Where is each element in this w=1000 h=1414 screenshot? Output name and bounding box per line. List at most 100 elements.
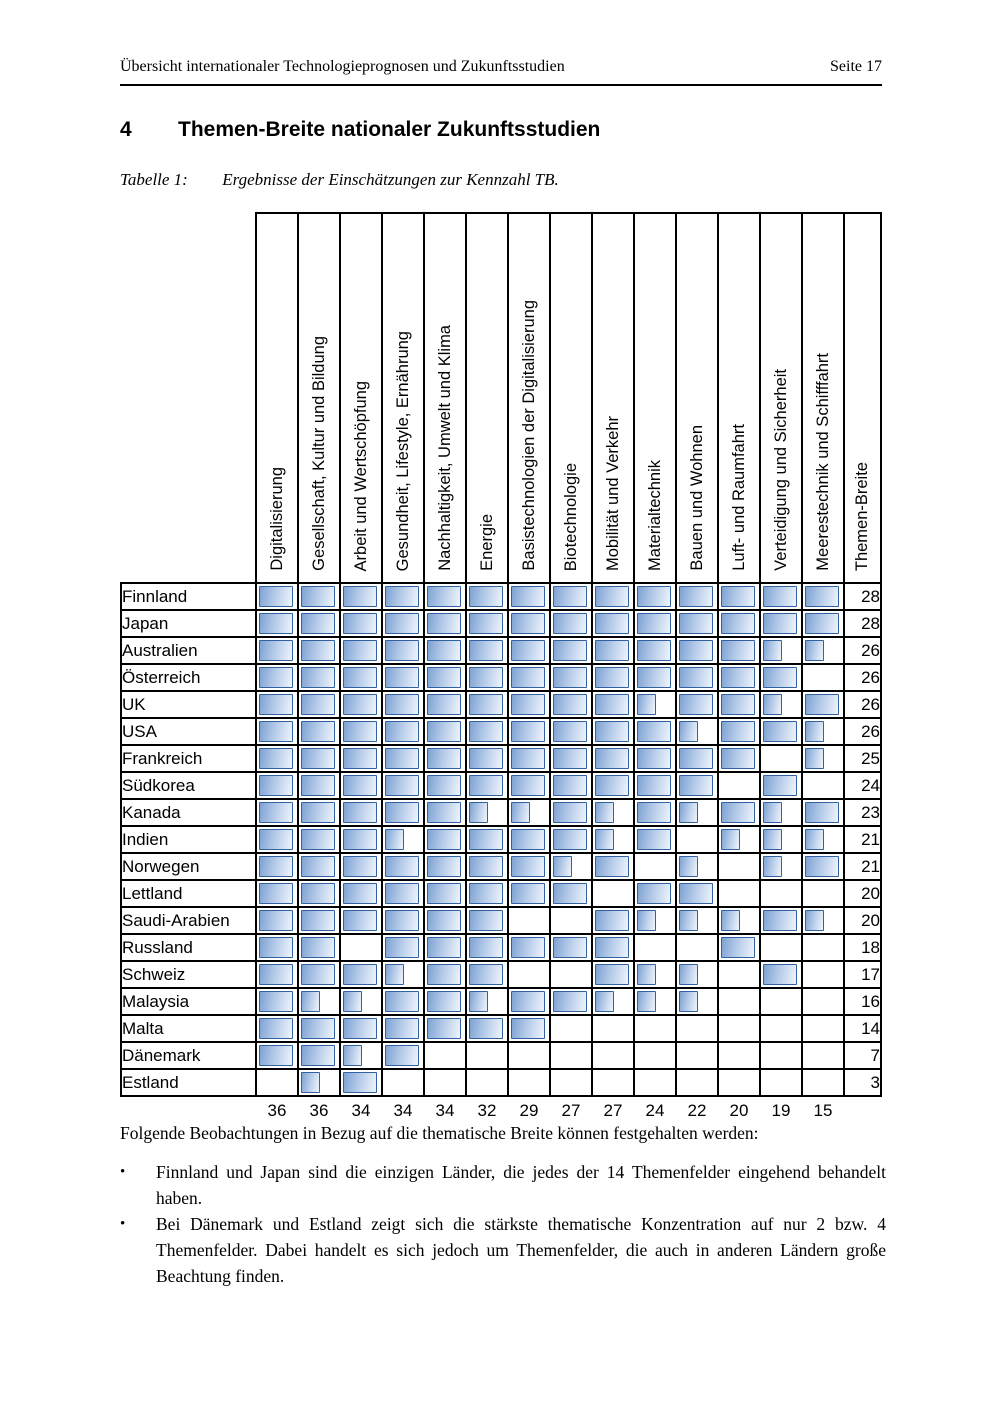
- data-bar: [721, 910, 740, 931]
- score-cell: [549, 879, 593, 908]
- score-cell: [591, 663, 635, 692]
- score-cell: [423, 663, 467, 692]
- score-cell: [465, 609, 509, 638]
- data-bar: [805, 613, 839, 634]
- data-bar: [721, 586, 755, 607]
- score-cell: [591, 798, 635, 827]
- data-bar: [763, 802, 782, 823]
- score-cell: [549, 690, 593, 719]
- score-cell: [507, 1068, 551, 1097]
- data-bar: [511, 883, 545, 904]
- score-cell: [633, 825, 677, 854]
- data-bar: [385, 1045, 419, 1066]
- table-row: Malta 14: [120, 1014, 882, 1043]
- row-total: 18: [843, 933, 882, 962]
- score-cell: [465, 906, 509, 935]
- country-label: UK: [120, 690, 257, 719]
- score-cell: [717, 1014, 761, 1043]
- score-cell: [465, 825, 509, 854]
- data-bar: [385, 586, 419, 607]
- score-cell: [507, 798, 551, 827]
- data-bar: [385, 613, 419, 634]
- score-cell: [339, 879, 383, 908]
- data-bar: [301, 937, 335, 958]
- score-cell: [633, 960, 677, 989]
- data-bar: [805, 829, 824, 850]
- data-bar: [553, 775, 587, 796]
- score-cell: [759, 933, 803, 962]
- score-cell: [465, 1068, 509, 1097]
- score-cell: [381, 717, 425, 746]
- table-row: UK 26: [120, 690, 882, 719]
- score-cell: [759, 744, 803, 773]
- data-bar: [427, 883, 461, 904]
- score-cell: [717, 717, 761, 746]
- data-bar: [301, 775, 335, 796]
- column-total: 36: [309, 1100, 329, 1120]
- data-bar: [637, 613, 671, 634]
- score-cell: [465, 663, 509, 692]
- score-cell: [423, 879, 467, 908]
- score-cell: [381, 663, 425, 692]
- score-cell: [423, 582, 467, 611]
- score-cell: [549, 1041, 593, 1070]
- score-cell: [507, 663, 551, 692]
- score-cell: [759, 960, 803, 989]
- column-total: 34: [393, 1100, 413, 1120]
- table-row: Estland 3: [120, 1068, 882, 1097]
- data-bar: [301, 910, 335, 931]
- data-bar: [511, 829, 545, 850]
- data-bar: [721, 640, 755, 661]
- data-bar: [427, 802, 461, 823]
- score-cell: [549, 906, 593, 935]
- data-bar: [301, 1018, 335, 1039]
- score-cell: [465, 582, 509, 611]
- data-bar: [511, 640, 545, 661]
- score-cell: [675, 1041, 719, 1070]
- score-cell: [381, 906, 425, 935]
- score-cell: [507, 1014, 551, 1043]
- score-cell: [297, 717, 341, 746]
- data-bar: [511, 937, 545, 958]
- score-cell: [507, 582, 551, 611]
- score-cell: [465, 636, 509, 665]
- data-bar: [805, 640, 824, 661]
- data-bar: [343, 613, 377, 634]
- score-cell: [591, 771, 635, 800]
- data-bar: [427, 694, 461, 715]
- score-cell: [549, 771, 593, 800]
- table-row: Australien 26: [120, 636, 882, 665]
- data-bar: [511, 802, 530, 823]
- row-total: 26: [843, 663, 882, 692]
- bullet-marker: •: [120, 1216, 126, 1232]
- data-bar: [469, 856, 503, 877]
- bullet-text: Bei Dänemark und Estland zeigt sich die …: [156, 1214, 886, 1286]
- data-bar: [427, 1018, 461, 1039]
- data-bar: [637, 991, 656, 1012]
- data-bar: [259, 640, 293, 661]
- topic-column-header: Energie: [465, 212, 509, 584]
- country-label: Südkorea: [120, 771, 257, 800]
- data-bar: [343, 802, 377, 823]
- data-bar: [721, 748, 755, 769]
- topic-column-header: Arbeit und Wertschöpfung: [339, 212, 383, 584]
- data-bar: [469, 964, 503, 985]
- score-cell: [297, 609, 341, 638]
- data-bar: [469, 613, 503, 634]
- data-bar: [679, 910, 698, 931]
- data-bar: [637, 748, 671, 769]
- score-cell: [591, 1068, 635, 1097]
- table-row: Schweiz 17: [120, 960, 882, 989]
- score-cell: [297, 690, 341, 719]
- score-cell: [465, 798, 509, 827]
- data-bar: [427, 991, 461, 1012]
- topic-column-header: Gesellschaft, Kultur und Bildung: [297, 212, 341, 584]
- score-cell: [633, 879, 677, 908]
- score-cell: [759, 879, 803, 908]
- row-total: 21: [843, 852, 882, 881]
- score-cell: [339, 825, 383, 854]
- data-bar: [511, 748, 545, 769]
- row-total: 26: [843, 690, 882, 719]
- data-bar: [259, 991, 293, 1012]
- score-cell: [633, 744, 677, 773]
